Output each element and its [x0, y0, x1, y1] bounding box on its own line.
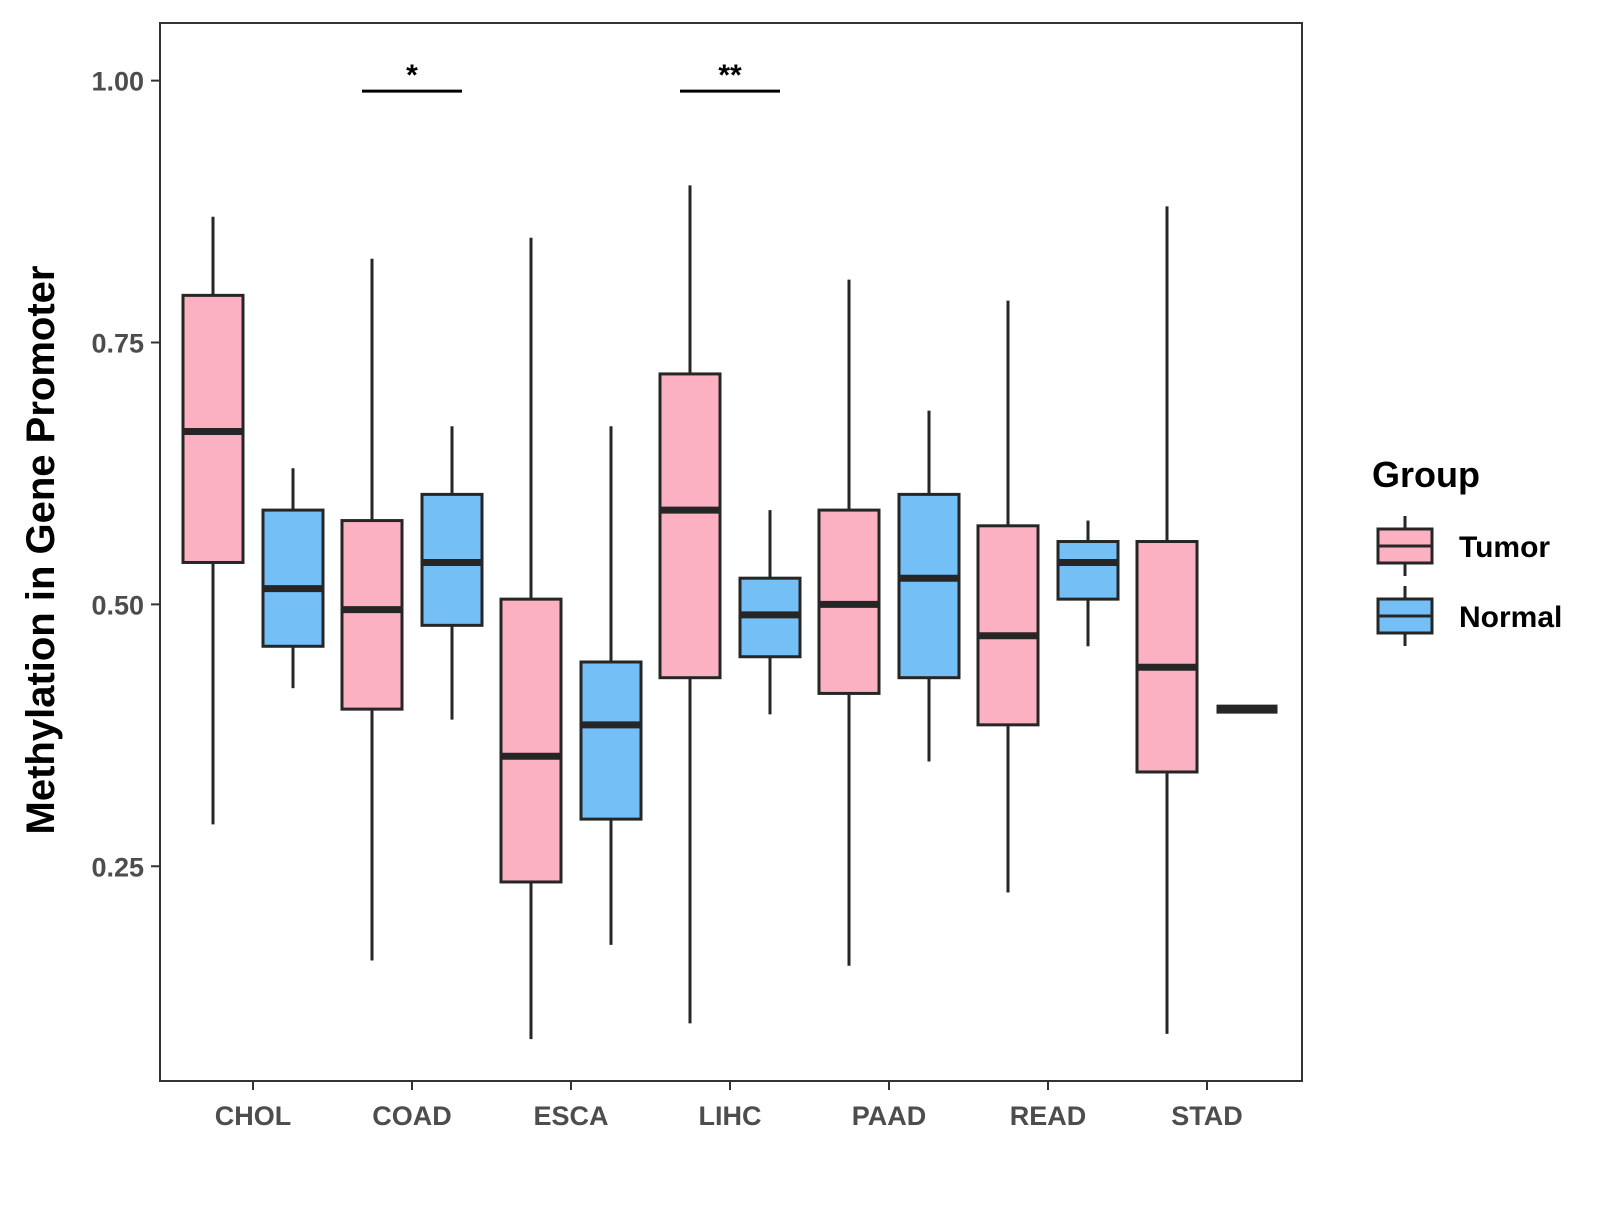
box-iqr	[897, 492, 961, 680]
box-tumor-coad	[340, 258, 404, 961]
box-normal-coad	[420, 426, 484, 720]
y-tick-label: 0.75	[91, 328, 144, 358]
box-iqr	[261, 508, 325, 648]
box-normal-read	[1056, 520, 1120, 647]
significance-coad: *	[362, 59, 462, 93]
box-tumor-paad	[817, 279, 881, 966]
x-axis: CHOL COAD ESCA LIHC PAAD READ STAD	[215, 1081, 1243, 1131]
box-normal-chol	[261, 468, 325, 689]
y-axis-title: Methylation in Gene Promoter	[19, 266, 63, 835]
x-tick-label: COAD	[372, 1101, 452, 1131]
series-normal	[261, 410, 1278, 945]
legend-label: Normal	[1459, 601, 1562, 634]
x-tick-label: READ	[1010, 1101, 1087, 1131]
box-normal-esca	[579, 426, 643, 945]
legend: Group Tumor Normal	[1372, 454, 1562, 646]
significance-label: *	[406, 59, 418, 92]
box-iqr	[1135, 540, 1199, 774]
box-series	[181, 185, 1278, 1040]
box-tumor-read	[976, 300, 1040, 893]
box-tumor-lihc	[658, 185, 722, 1024]
box-iqr	[340, 519, 404, 711]
box-normal-stad	[1216, 704, 1278, 714]
panel-border	[159, 22, 1303, 1082]
x-tick-label: STAD	[1171, 1101, 1243, 1131]
box-degenerate	[1216, 704, 1278, 714]
box-iqr	[579, 660, 643, 821]
legend-entry-normal: Normal	[1376, 586, 1562, 646]
box-normal-lihc	[738, 510, 802, 715]
significance-annotations: * **	[362, 59, 780, 93]
box-iqr	[976, 524, 1040, 727]
box-normal-paad	[897, 410, 961, 762]
box-tumor-stad	[1135, 206, 1199, 1034]
box-tumor-chol	[181, 216, 245, 825]
y-tick-label: 1.00	[91, 67, 144, 97]
legend-entry-tumor: Tumor	[1376, 516, 1550, 576]
box-iqr	[1056, 540, 1120, 601]
box-tumor-esca	[499, 237, 563, 1040]
y-tick-label: 0.25	[91, 852, 144, 882]
series-tumor	[181, 185, 1199, 1040]
y-tick-label: 0.50	[91, 590, 144, 620]
box-iqr	[658, 372, 722, 680]
significance-lihc: **	[680, 59, 780, 93]
x-tick-label: PAAD	[852, 1101, 927, 1131]
y-axis: 0.25 0.50 0.75 1.00	[91, 67, 160, 882]
x-tick-label: ESCA	[533, 1101, 608, 1131]
legend-label: Tumor	[1459, 531, 1550, 564]
significance-label: **	[718, 59, 742, 92]
box-iqr	[499, 597, 563, 884]
x-tick-label: CHOL	[215, 1101, 292, 1131]
legend-title: Group	[1372, 454, 1480, 495]
plot-panel	[159, 22, 1303, 1082]
x-tick-label: LIHC	[699, 1101, 762, 1131]
